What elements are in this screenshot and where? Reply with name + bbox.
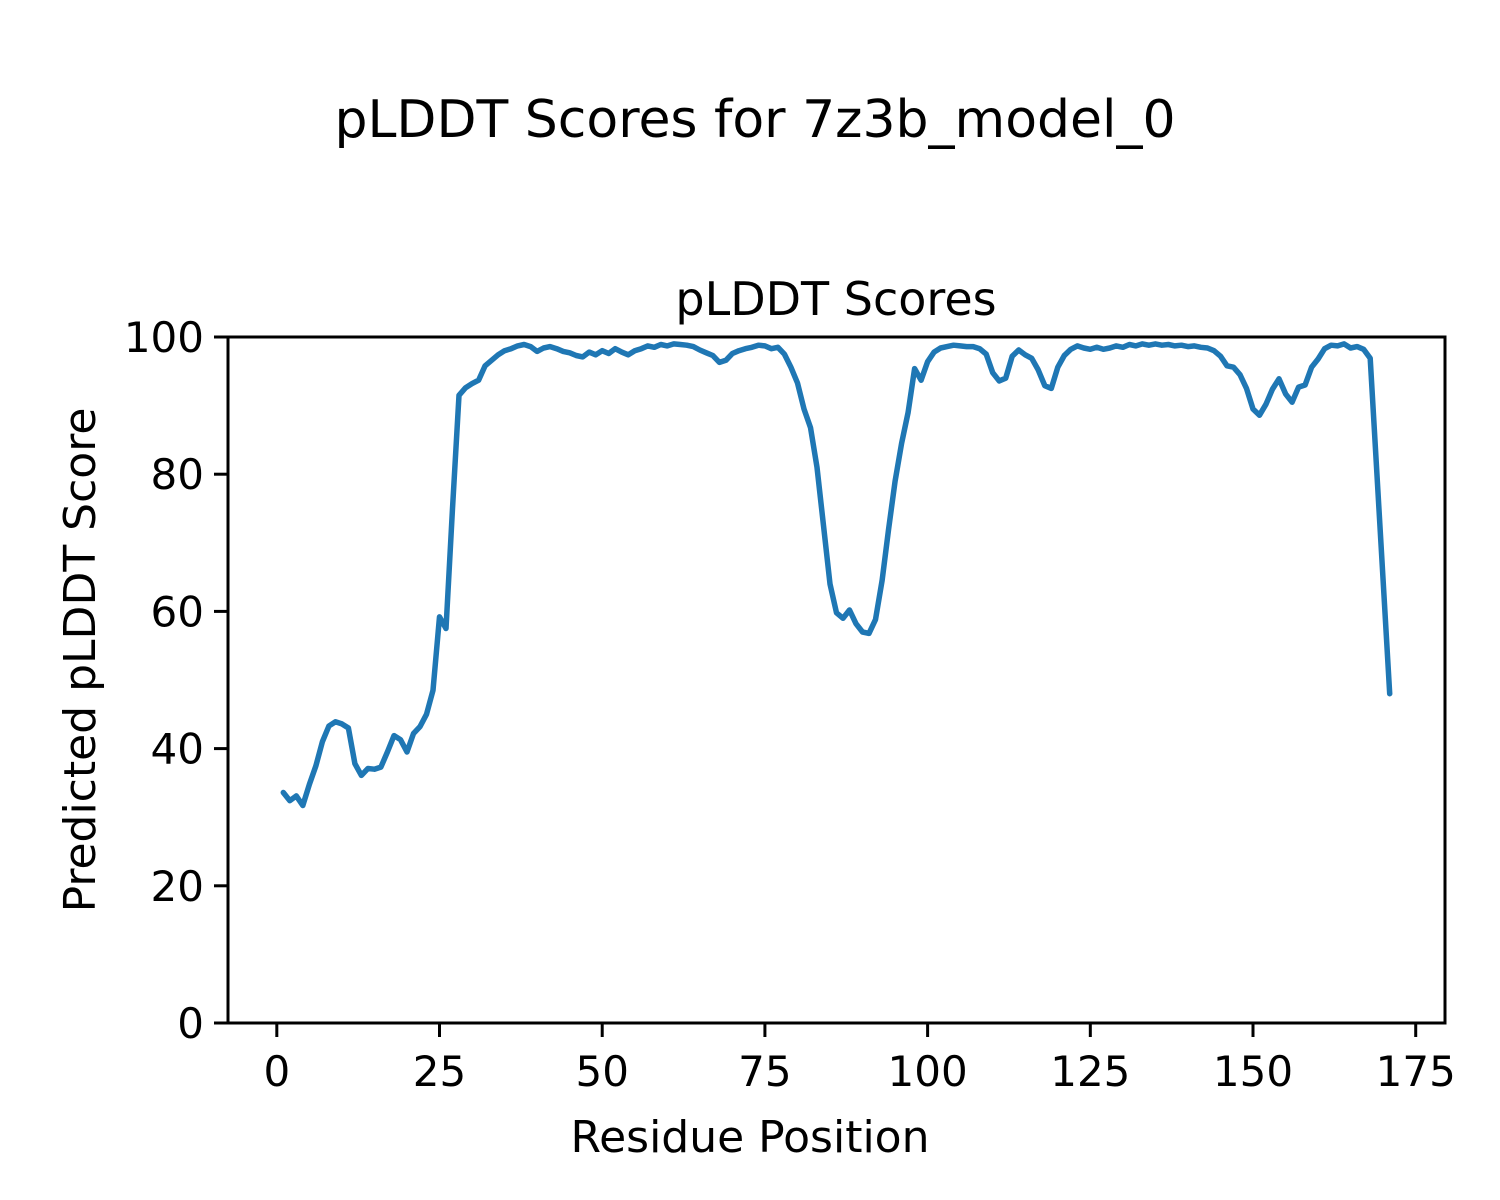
x-tick-label: 125 — [1050, 1047, 1130, 1096]
figure-suptitle: pLDDT Scores for 7z3b_model_0 — [334, 90, 1175, 150]
y-axis-label: Predicted pLDDT Score — [55, 408, 106, 913]
x-ticks — [275, 1023, 1418, 1037]
y-tick-label: 60 — [151, 587, 204, 636]
x-tick-label: 150 — [1213, 1047, 1293, 1096]
y-tick-label: 80 — [151, 450, 204, 499]
x-tick-label: 0 — [263, 1047, 290, 1096]
x-tick-label: 75 — [738, 1047, 791, 1096]
y-tick-label: 100 — [124, 313, 204, 362]
y-tick-labels: 0 20 40 60 80 100 — [124, 313, 204, 1048]
y-tick-label: 20 — [151, 862, 204, 911]
x-tick-label: 25 — [413, 1047, 466, 1096]
y-ticks — [214, 335, 228, 1025]
plddt-line — [280, 341, 1393, 809]
x-tick-label: 175 — [1376, 1047, 1456, 1096]
x-tick-label: 50 — [575, 1047, 628, 1096]
x-tick-label: 100 — [888, 1047, 968, 1096]
y-tick-label: 0 — [177, 999, 204, 1048]
axes-title: pLDDT Scores — [675, 272, 996, 326]
x-axis-label: Residue Position — [570, 1112, 929, 1163]
plot-border — [226, 335, 1447, 1025]
y-tick-label: 40 — [151, 725, 204, 774]
x-tick-labels: 0 25 50 75 100 125 150 175 — [263, 1047, 1455, 1096]
